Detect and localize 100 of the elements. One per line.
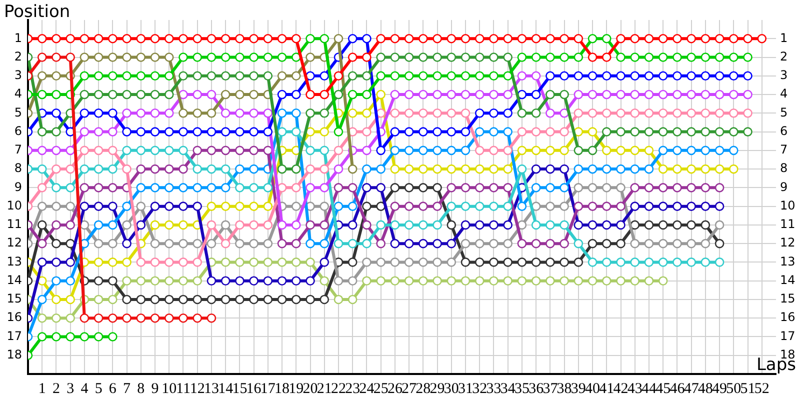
point [52, 294, 61, 304]
point [644, 258, 654, 267]
point [460, 108, 470, 118]
point [348, 183, 358, 192]
point [292, 108, 301, 118]
point [446, 52, 456, 62]
point [574, 164, 584, 174]
point [235, 258, 244, 267]
point [658, 90, 668, 100]
point [263, 202, 273, 211]
point [136, 34, 146, 44]
point [136, 90, 146, 100]
point [686, 258, 696, 267]
y2-tick-label: 15 [780, 292, 796, 306]
point [206, 108, 216, 118]
x-tick-label: 43 [627, 380, 642, 397]
point [108, 238, 118, 248]
point [249, 238, 258, 248]
point [489, 108, 498, 118]
point [164, 313, 174, 323]
point [418, 276, 428, 286]
point [150, 108, 160, 118]
point [263, 258, 273, 267]
point [517, 146, 527, 156]
point [574, 276, 584, 286]
point [376, 276, 386, 286]
point [460, 220, 470, 230]
point [390, 127, 400, 136]
x-tick-label: 31 [458, 380, 474, 397]
point [150, 71, 160, 81]
point [602, 90, 612, 100]
x-tick-label: 32 [472, 380, 488, 397]
point [164, 90, 174, 100]
point [390, 71, 400, 81]
point [52, 332, 61, 342]
point [700, 146, 710, 156]
point [602, 164, 612, 174]
point [348, 238, 358, 248]
point [588, 146, 598, 156]
point [306, 258, 315, 267]
x-tick-label: 47 [684, 380, 700, 397]
point [630, 202, 640, 211]
point [531, 146, 541, 156]
point [164, 294, 174, 304]
point [546, 34, 555, 44]
point [418, 71, 428, 81]
point [52, 276, 61, 286]
point [446, 183, 456, 192]
point [460, 258, 470, 267]
x-tick-label: 16 [246, 380, 262, 397]
point [602, 146, 612, 156]
point [192, 238, 202, 248]
point [249, 90, 258, 100]
point [220, 202, 230, 211]
point [574, 238, 584, 248]
point [474, 258, 484, 267]
point [192, 164, 202, 174]
y-tick-label: 17 [6, 328, 22, 343]
point [122, 127, 132, 136]
point [574, 220, 584, 230]
point [644, 108, 654, 118]
y-tick-label: 14 [6, 272, 22, 287]
point [531, 220, 541, 230]
point [348, 34, 358, 44]
point [235, 127, 244, 136]
point [263, 276, 273, 286]
point [108, 183, 118, 192]
point [37, 202, 47, 211]
point [235, 202, 244, 211]
point [277, 220, 287, 230]
point [292, 258, 301, 267]
point [517, 276, 527, 286]
point [658, 71, 668, 81]
point [80, 127, 90, 136]
point [700, 34, 710, 44]
x-tick-label: 24 [359, 380, 375, 397]
point [630, 34, 640, 44]
point [489, 52, 498, 62]
point [432, 108, 442, 118]
y-tick-label: 1 [14, 30, 22, 45]
point [178, 52, 188, 62]
point [37, 146, 47, 156]
point [292, 276, 301, 286]
point [136, 276, 146, 286]
x-tick-label: 2 [52, 380, 60, 397]
x-tick-label: 36 [528, 380, 544, 397]
point [546, 108, 555, 118]
y2-tick-label: 8 [780, 161, 788, 176]
point [602, 276, 612, 286]
point [658, 258, 668, 267]
point [517, 52, 527, 62]
y-tick-label: 9 [14, 180, 22, 194]
point [588, 71, 598, 81]
point [249, 294, 258, 304]
point [644, 238, 654, 248]
point [136, 52, 146, 62]
point [546, 183, 555, 192]
point [376, 71, 386, 81]
point [249, 220, 258, 230]
point [80, 34, 90, 44]
